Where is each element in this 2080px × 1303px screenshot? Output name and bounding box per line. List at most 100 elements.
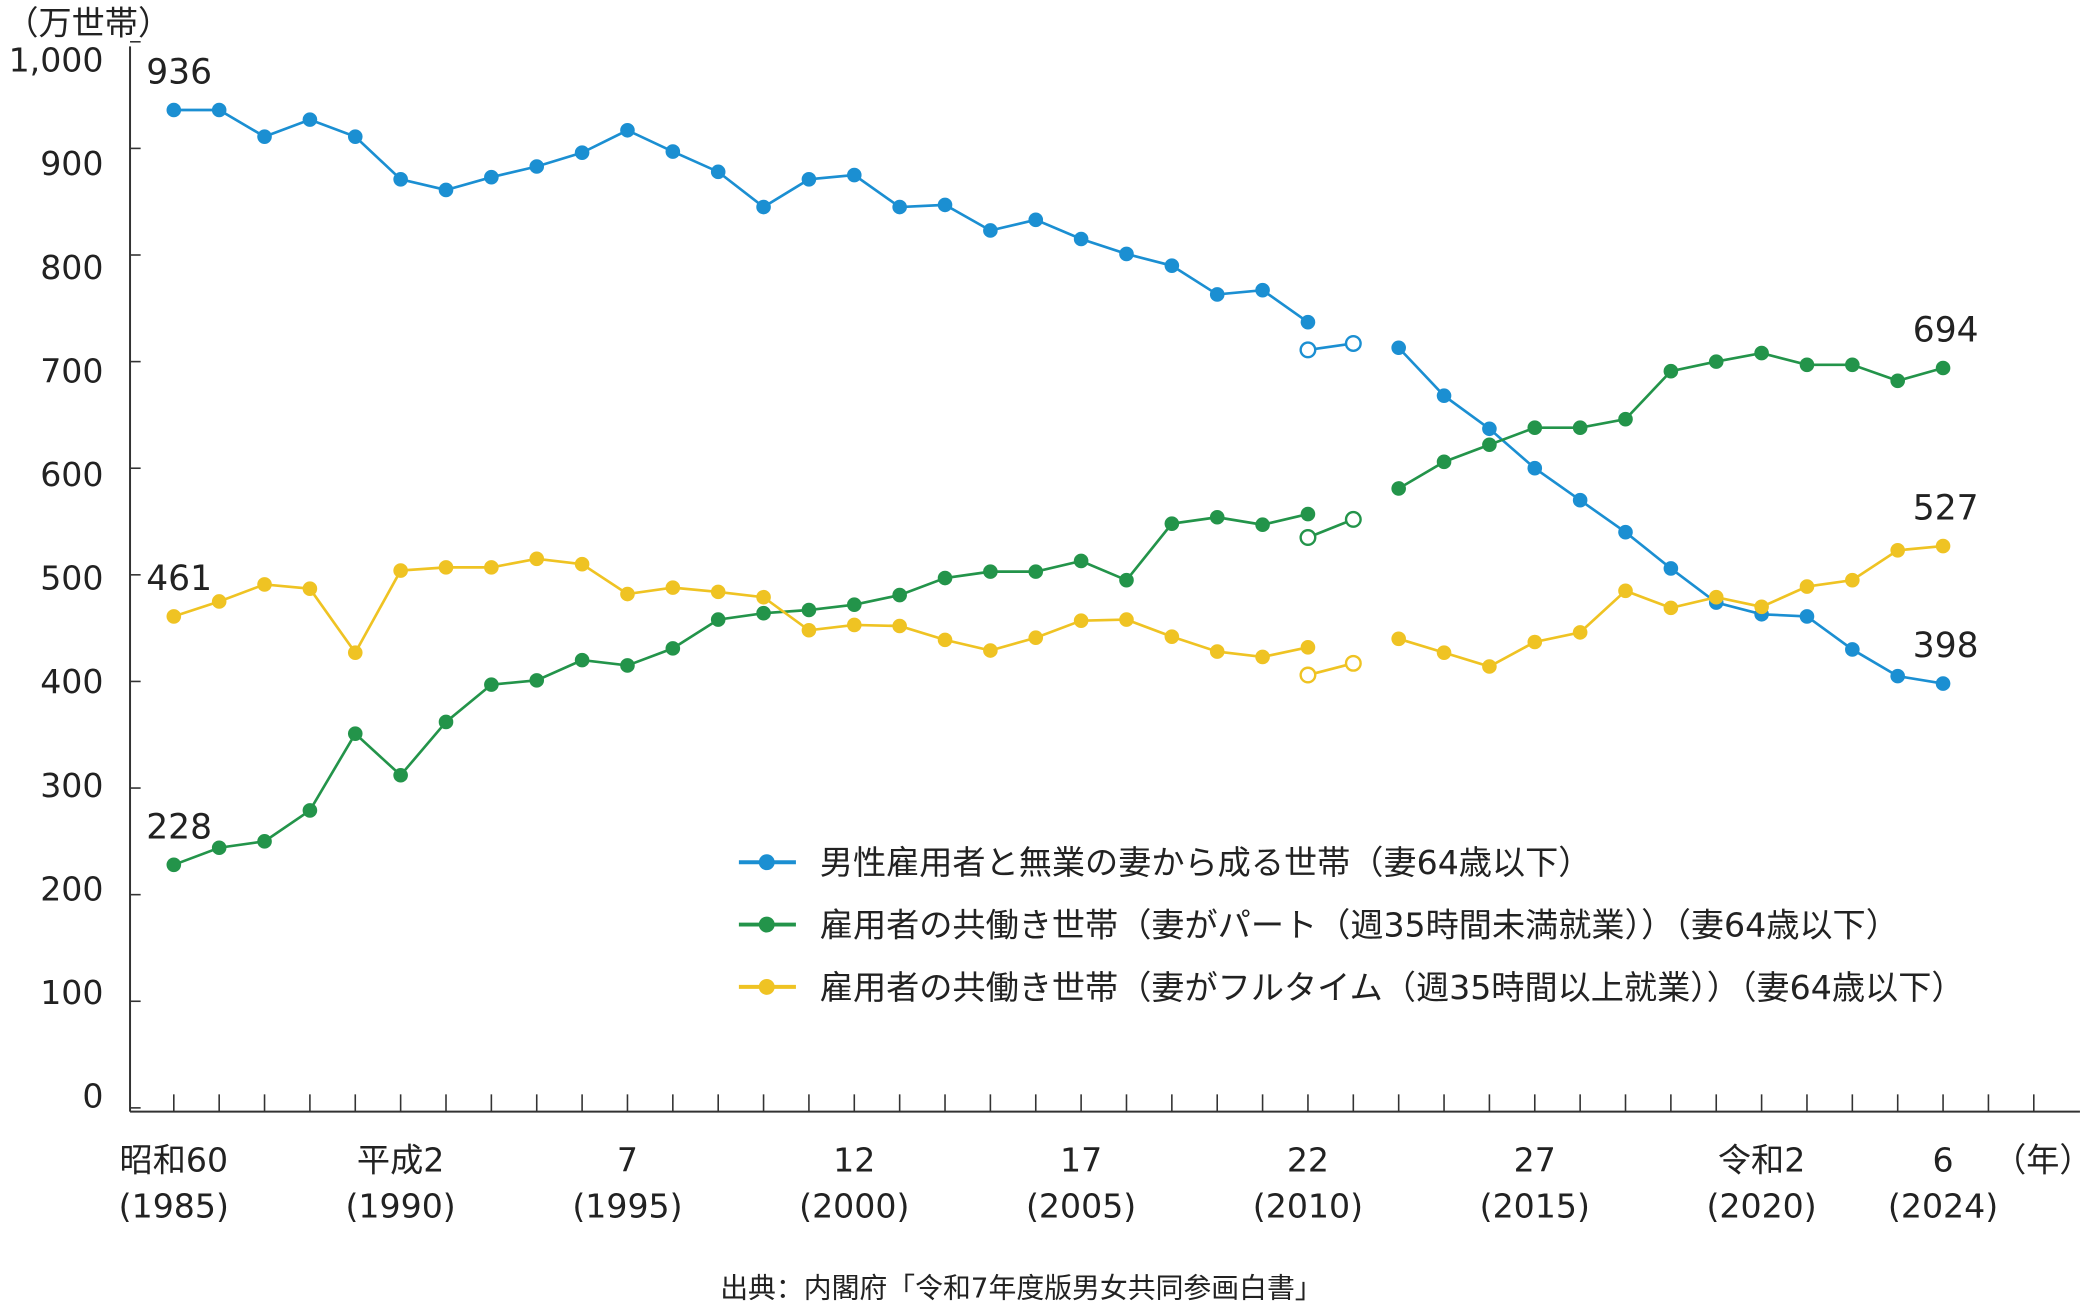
data-point [1482,437,1497,453]
data-point [1799,357,1815,373]
data-point [347,726,363,741]
data-point [1255,282,1270,298]
data-point [1164,629,1180,644]
data-point [1754,599,1769,615]
data-point [665,144,681,159]
data-point [484,677,499,692]
y-axis-label: （万世帯） [5,3,171,42]
data-point [1572,420,1588,436]
series-line [173,512,1309,867]
data-point [347,129,363,144]
x-axis-unit: （年） [1993,1140,2080,1179]
legend-item: 雇用者の共働き世帯（妻がフルタイム（週35時間以上就業））（妻64歳以下） [738,968,1965,1007]
x-tick-label-era: 令和2 [1718,1140,1805,1179]
x-axis: 昭和60 (1985) 平成2 (1990) 7 (1995) 12 (2000) 17 (200… [119,1094,2080,1226]
data-point [1618,524,1633,540]
data-point [1890,668,1905,684]
x-tick-label-era: 7 [617,1140,638,1179]
data-point [211,840,227,856]
data-point [484,169,499,185]
data-point [1300,640,1316,655]
data-point [166,609,182,624]
data-point [710,164,726,180]
data-point [1073,553,1089,569]
data-point [1391,631,1406,647]
data-point [529,159,545,174]
data-point [1119,612,1134,627]
y-tick-label: 700 [40,351,103,390]
data-point [1754,345,1769,361]
data-point [1935,360,1951,376]
series-lines [166,102,1951,873]
y-tick-label: 1,000 [9,41,104,80]
data-point [574,652,590,668]
reference-point [1299,341,1317,359]
data-point [529,551,545,567]
data-point [710,584,726,600]
data-point [756,199,771,215]
y-tick-label: 100 [40,973,103,1012]
data-label: 527 [1913,489,1979,529]
data-point [1527,634,1543,650]
data-point [620,122,635,138]
series-2 [166,538,1951,684]
data-point [1119,246,1134,262]
data-point [846,167,862,183]
data-point [211,102,227,118]
data-point [438,560,454,575]
data-point [302,803,318,818]
data-point [1845,572,1860,588]
data-point [1255,649,1270,665]
series-line [173,557,1309,659]
y-tick-label: 400 [40,662,103,701]
data-point [1663,600,1679,616]
legend-marker [758,978,775,995]
data-point [1618,583,1633,599]
data-point [1482,421,1497,437]
data-point [1527,420,1543,436]
x-tick-label-year: (1995) [572,1187,682,1226]
data-point [1028,564,1044,579]
data-point [393,563,408,578]
data-point [393,172,408,187]
x-tick-label-year: (1990) [346,1187,456,1226]
data-point [756,589,771,605]
reference-point [1344,334,1362,352]
x-tick-label-year: (2020) [1706,1187,1816,1226]
data-label: 398 [1913,626,1979,666]
data-point [846,617,862,633]
data-point [574,556,590,572]
legend-marker [758,916,775,933]
data-point [710,612,726,627]
data-point [892,587,907,603]
y-tick-label: 600 [40,455,103,494]
data-point [1209,287,1225,302]
legend-label: 雇用者の共働き世帯（妻がパート（週35時間未満就業））（妻64歳以下） [820,905,1899,944]
data-point [393,767,408,783]
data-point [983,564,998,579]
x-tick-label-era: 27 [1514,1140,1556,1179]
data-point [257,577,272,592]
data-point [801,622,817,638]
x-tick-label-year: (2015) [1480,1187,1590,1226]
source-note: 出典：内閣府「令和7年度版男女共同参画白書」 [720,1271,1322,1303]
data-point [665,641,681,656]
reference-point [1344,654,1362,672]
data-point [1663,561,1679,576]
x-tick-label-era: 17 [1060,1140,1102,1179]
data-point [1300,314,1316,330]
data-point [801,602,817,618]
data-point [1028,212,1044,228]
data-point [166,102,182,118]
data-point [937,632,953,648]
data-point [347,645,363,660]
y-axis: 0 100 200 300 400 500 600 700 800 900 1,000 [9,41,141,1116]
data-point [1572,625,1588,640]
data-point [1209,644,1225,659]
series-line [173,108,1309,324]
data-point [1436,454,1452,470]
series-0 [166,102,1951,691]
legend: 男性雇用者と無業の妻から成る世帯（妻64歳以下） 雇用者の共働き世帯（妻がパート（… [738,843,1965,1007]
data-point [1164,258,1180,273]
legend-item: 男性雇用者と無業の妻から成る世帯（妻64歳以下） [738,843,1591,882]
